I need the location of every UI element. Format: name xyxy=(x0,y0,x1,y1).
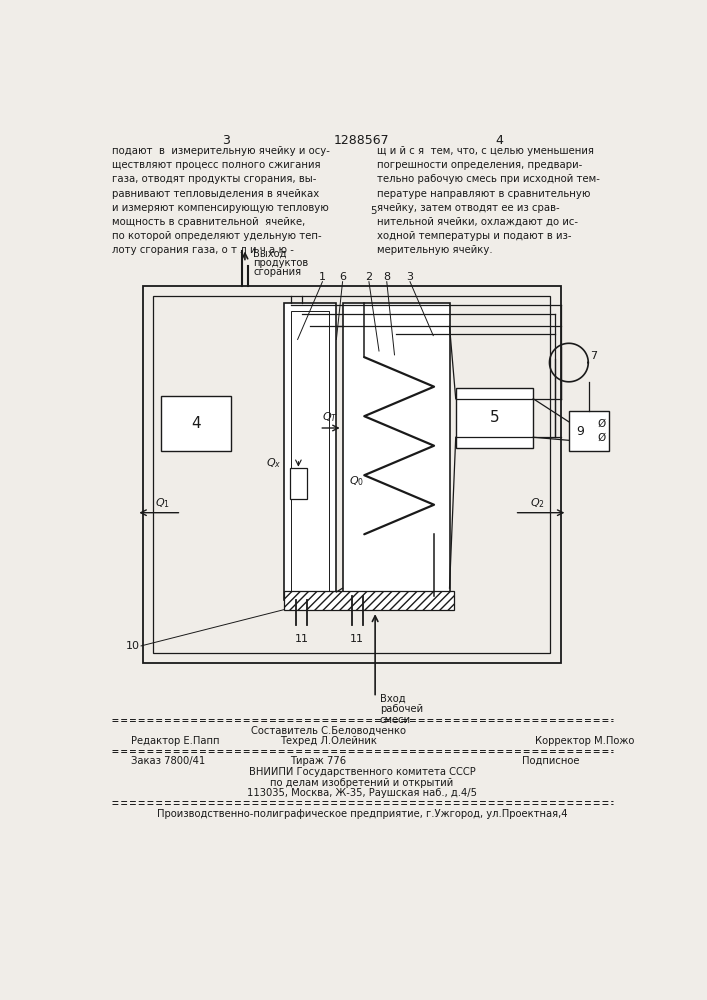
Bar xyxy=(153,296,550,653)
Bar xyxy=(569,411,609,451)
Text: 8: 8 xyxy=(383,272,390,282)
Text: Подписное: Подписное xyxy=(522,756,580,766)
Text: 9: 9 xyxy=(575,425,584,438)
Text: $Q_2$: $Q_2$ xyxy=(530,496,545,510)
Bar xyxy=(284,591,454,610)
Text: $Q_x$: $Q_x$ xyxy=(266,456,281,470)
Text: смеси: смеси xyxy=(380,715,411,725)
Text: $Q_T$: $Q_T$ xyxy=(322,410,338,424)
Text: $Q_0$: $Q_0$ xyxy=(349,474,364,488)
Text: подают  в  измерительную ячейку и осу-
ществляют процесс полного сжигания
газа, : подают в измерительную ячейку и осу- щес… xyxy=(112,146,329,255)
Text: 6: 6 xyxy=(339,272,346,282)
Text: Ø: Ø xyxy=(598,433,606,443)
Text: 1288567: 1288567 xyxy=(334,134,390,147)
Text: щ и й с я  тем, что, с целью уменьшения
погрешности определения, предвари-
тельн: щ и й с я тем, что, с целью уменьшения п… xyxy=(377,146,600,255)
Text: Производственно-полиграфическое предприятие, г.Ужгород, ул.Проектная,4: Производственно-полиграфическое предприя… xyxy=(157,809,567,819)
Text: 2: 2 xyxy=(366,272,373,282)
Text: Заказ 7800/41: Заказ 7800/41 xyxy=(131,756,205,766)
Text: 3: 3 xyxy=(407,272,414,282)
Text: 113035, Москва, Ж-35, Раушская наб., д.4/5: 113035, Москва, Ж-35, Раушская наб., д.4… xyxy=(247,788,477,798)
Text: 11: 11 xyxy=(350,634,364,644)
Text: 5: 5 xyxy=(490,410,499,425)
Text: продуктов: продуктов xyxy=(253,258,309,268)
Text: сгорания: сгорания xyxy=(253,267,302,277)
Bar xyxy=(161,396,231,451)
Text: 7: 7 xyxy=(590,351,597,361)
Text: 4: 4 xyxy=(192,416,201,431)
Text: Редактор Е.Папп: Редактор Е.Папп xyxy=(131,736,219,746)
Bar xyxy=(284,303,337,600)
Text: Вход: Вход xyxy=(380,694,405,704)
Text: $Q_1$: $Q_1$ xyxy=(155,496,170,510)
Text: Корректор М.Пожо: Корректор М.Пожо xyxy=(534,736,634,746)
Text: 1: 1 xyxy=(319,272,326,282)
Bar xyxy=(291,311,329,592)
Text: Ø: Ø xyxy=(598,419,606,429)
Bar xyxy=(290,468,307,499)
Text: Выход: Выход xyxy=(253,249,287,259)
Text: 5: 5 xyxy=(370,206,376,216)
Text: 10: 10 xyxy=(126,641,139,651)
Text: Техред Л.Олейник: Техред Л.Олейник xyxy=(280,736,377,746)
Text: 4: 4 xyxy=(495,134,503,147)
Text: рабочей: рабочей xyxy=(380,704,423,714)
Text: Составитель С.Беловодченко: Составитель С.Беловодченко xyxy=(251,725,406,735)
Bar xyxy=(343,303,450,596)
Text: Тираж 776: Тираж 776 xyxy=(290,756,346,766)
Text: ВНИИПИ Государственного комитета СССР: ВНИИПИ Государственного комитета СССР xyxy=(249,767,475,777)
Text: 3: 3 xyxy=(223,134,230,147)
Bar xyxy=(456,388,533,448)
Bar xyxy=(143,286,561,663)
Text: 11: 11 xyxy=(295,634,308,644)
Text: по делам изобретений и открытий: по делам изобретений и открытий xyxy=(270,778,454,788)
